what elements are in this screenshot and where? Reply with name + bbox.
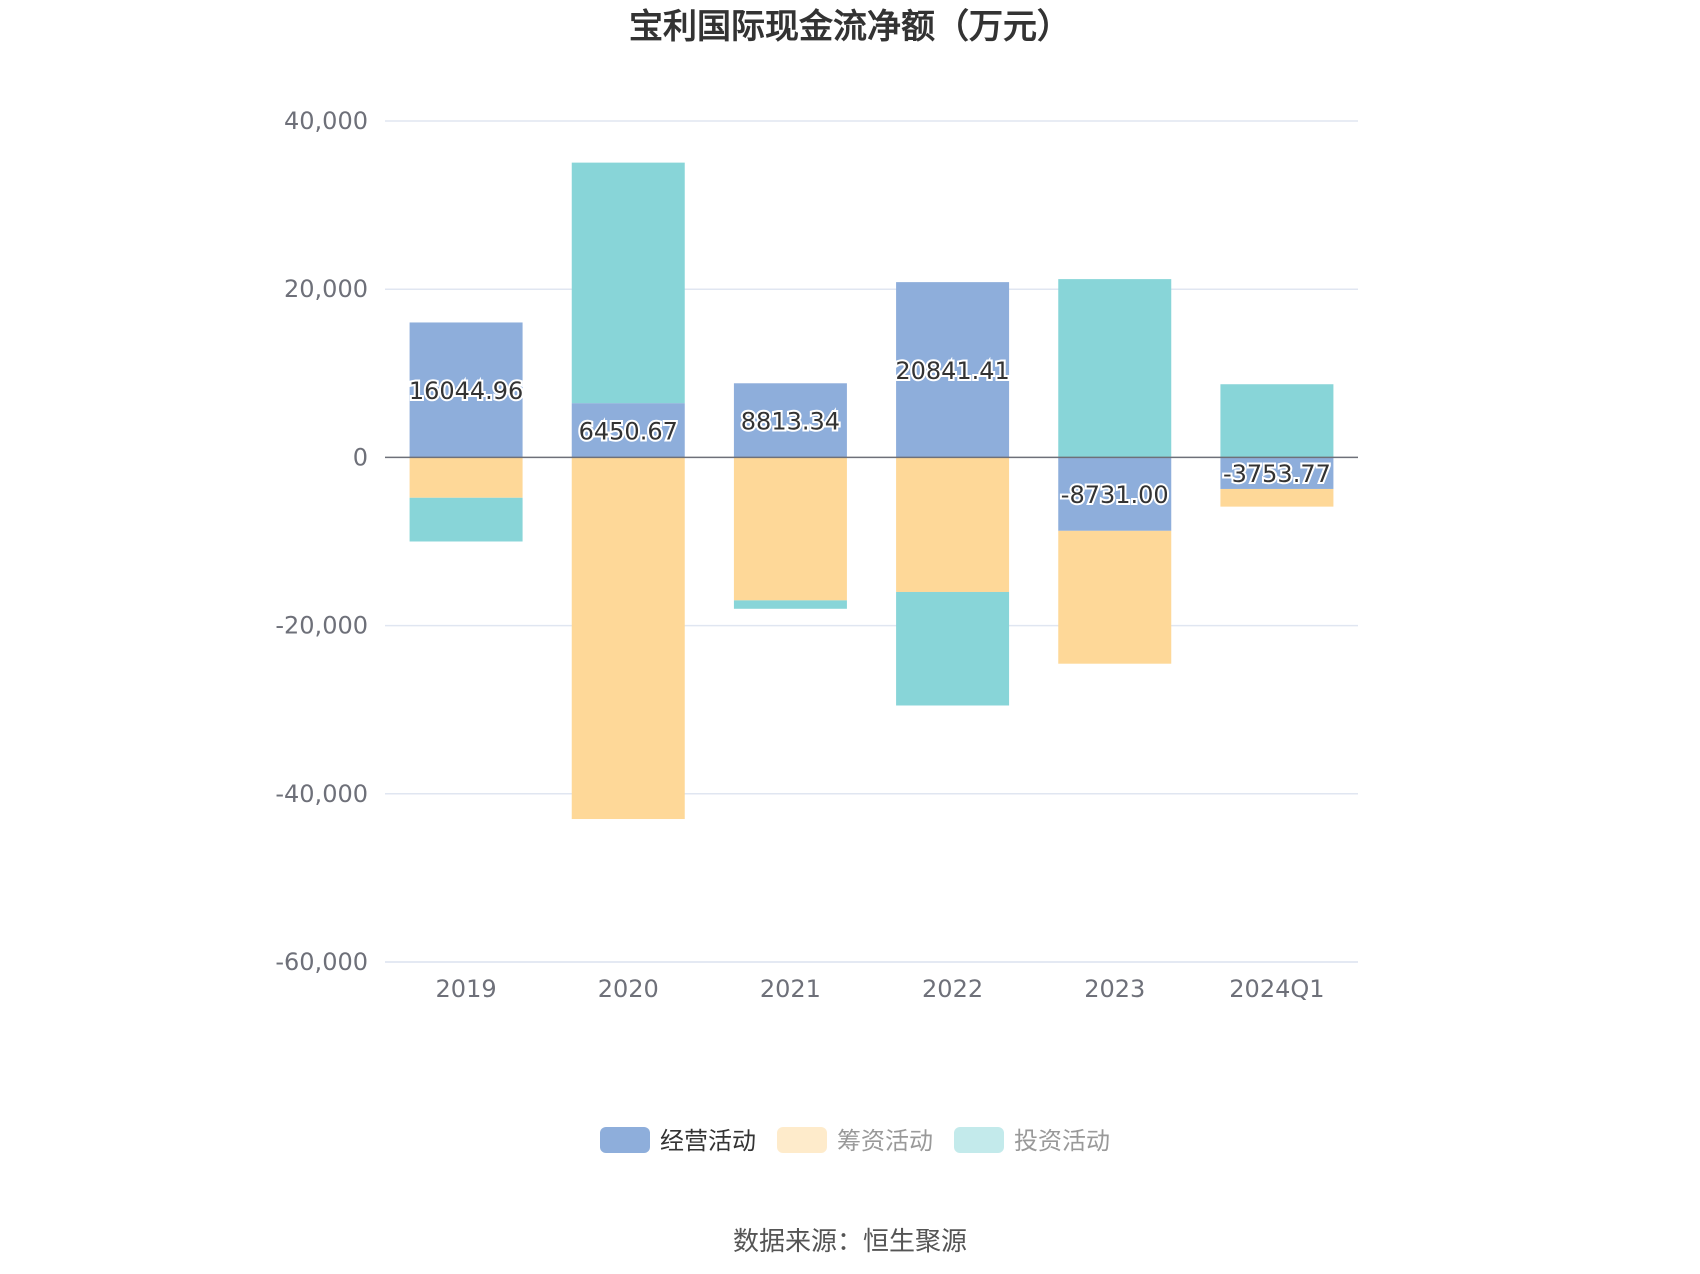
y-tick-label: -40,000 (275, 780, 368, 808)
bar-2020-投资活动[interactable] (571, 162, 685, 404)
data-label-2024Q1: -3753.77 (1223, 460, 1331, 488)
legend[interactable]: 经营活动 筹资活动 投资活动 (600, 1127, 1110, 1155)
legend-item-筹资活动[interactable]: 筹资活动 (777, 1127, 933, 1155)
y-axis-ticks: 40,000 20,000 0 -20,000 -40,000 -60,000 (275, 107, 368, 976)
grid-lines (385, 120, 1358, 963)
data-label-2022: 20841.41 (895, 357, 1010, 385)
bar-2023-筹资活动[interactable] (1058, 530, 1172, 664)
legend-label[interactable]: 投资活动 (1014, 1127, 1110, 1155)
bar-2019-经营活动[interactable] (409, 322, 523, 458)
legend-item-经营活动[interactable]: 经营活动 (600, 1127, 756, 1155)
bar-2021-筹资活动[interactable] (733, 457, 847, 601)
x-tick-label: 2019 (436, 975, 497, 1003)
legend-item-投资活动[interactable]: 投资活动 (954, 1127, 1110, 1155)
data-label-2021: 8813.34 (741, 407, 840, 435)
data-label-2023: -8731.00 (1061, 481, 1169, 509)
bar-2019-筹资活动[interactable] (409, 457, 523, 498)
x-axis-ticks: 2019 2020 2021 2022 2023 2024Q1 (436, 975, 1325, 1003)
x-tick-label: 2021 (760, 975, 821, 1003)
bar-2022-筹资活动[interactable] (896, 457, 1010, 592)
bar-2024Q1-投资活动[interactable] (1220, 384, 1334, 458)
bar-2022-投资活动[interactable] (896, 591, 1010, 706)
y-tick-label: -60,000 (275, 948, 368, 976)
data-labels: 16044.96 6450.67 8813.34 20841.41 -8731.00 -3… (407, 355, 1333, 511)
legend-swatch[interactable] (600, 1127, 650, 1153)
y-tick-label: 20,000 (284, 275, 368, 303)
x-tick-label: 2020 (598, 975, 659, 1003)
x-tick-label: 2024Q1 (1229, 975, 1324, 1003)
data-source-note: 数据来源：恒生聚源 (733, 1227, 967, 1257)
bar-2020-经营活动[interactable] (571, 403, 685, 458)
legend-label[interactable]: 筹资活动 (837, 1127, 933, 1155)
x-tick-label: 2023 (1084, 975, 1145, 1003)
y-tick-label: -20,000 (275, 612, 368, 640)
bar-2023-投资活动[interactable] (1058, 279, 1172, 458)
bar-2021-经营活动[interactable] (733, 383, 847, 458)
bar-2019-投资活动[interactable] (409, 497, 523, 542)
y-tick-label: 0 (353, 443, 368, 471)
bar-2021-投资活动[interactable] (733, 600, 847, 609)
bar-2024Q1-经营活动[interactable] (1220, 457, 1334, 489)
data-label-2020: 6450.67 (579, 417, 678, 445)
zero-axis (385, 456, 1358, 963)
legend-swatch[interactable] (777, 1127, 827, 1153)
data-label-2019: 16044.96 (409, 377, 524, 405)
chart-title: 宝利国际现金流净额（万元） (629, 7, 1071, 47)
legend-swatch[interactable] (954, 1127, 1004, 1153)
bars (409, 162, 1334, 820)
bar-2022-经营活动[interactable] (896, 282, 1010, 458)
y-tick-label: 40,000 (284, 107, 368, 135)
bar-2023-经营活动[interactable] (1058, 457, 1172, 531)
legend-label[interactable]: 经营活动 (660, 1127, 756, 1155)
bar-2020-筹资活动[interactable] (571, 457, 685, 820)
bar-2024Q1-筹资活动[interactable] (1220, 488, 1334, 507)
x-tick-label: 2022 (922, 975, 983, 1003)
